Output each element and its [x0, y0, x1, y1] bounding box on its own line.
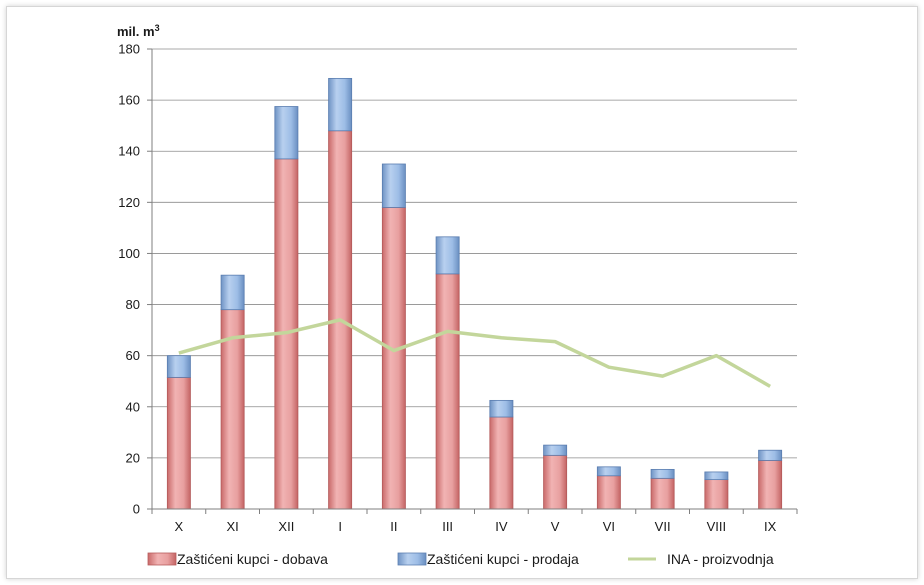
legend-label-dobava: Zaštićeni kupci - dobava: [177, 551, 328, 567]
x-tick-label-VI: VI: [603, 519, 615, 534]
bar-dobava-IX: [758, 460, 783, 510]
y-unit-label: mil. m3: [117, 23, 160, 39]
y-tick-label-160: 160: [118, 93, 140, 108]
bar-prodaja-II: [381, 163, 406, 208]
x-tick-label-IX: IX: [764, 519, 777, 534]
bar-dobava-IV: [489, 416, 514, 510]
bar-dobava-VIII: [704, 479, 729, 510]
bar-dobava-X: [166, 376, 191, 510]
legend-swatch-dobava: [147, 552, 177, 566]
gridlines: [152, 48, 797, 459]
line-series: [178, 318, 771, 388]
bar-dobava-VII: [650, 477, 675, 510]
legend-label-ina: INA - proizvodnja: [667, 551, 774, 567]
bar-dobava-VI: [596, 475, 621, 510]
bar-dobava-V: [543, 454, 568, 510]
y-tick-label-100: 100: [118, 246, 140, 261]
bar-prodaja-XI: [220, 274, 245, 311]
legend-item-prodaja: Zaštićeni kupci - prodaja: [397, 551, 579, 567]
y-tick-label-40: 40: [126, 399, 140, 414]
bar-prodaja-VII: [650, 468, 675, 479]
y-tick-label-20: 20: [126, 450, 140, 465]
x-tick-label-III: III: [442, 519, 453, 534]
x-tick-label-V: V: [551, 519, 560, 534]
x-tick-label-XI: XI: [226, 519, 238, 534]
bar-dobava-III: [435, 273, 460, 510]
x-axis: X XI XII I II III IV V VI VII VIII IX: [151, 508, 798, 534]
bar-prodaja-III: [435, 236, 460, 275]
y-tick-label-80: 80: [126, 297, 140, 312]
bar-prodaja-IV: [489, 399, 514, 418]
x-tick-label-II: II: [390, 519, 397, 534]
x-tick-label-XII: XII: [278, 519, 294, 534]
legend-item-ina: INA - proizvodnja: [628, 551, 774, 567]
y-tick-label-0: 0: [133, 502, 140, 517]
bar-prodaja-I: [328, 77, 353, 132]
bar-prodaja-XII: [274, 106, 299, 160]
bar-prodaja-VI: [596, 466, 621, 477]
bars: [166, 77, 783, 510]
legend-item-dobava: Zaštićeni kupci - dobava: [147, 551, 328, 567]
bar-prodaja-VIII: [704, 471, 729, 481]
y-axis: 0 20 40 60 80 100 120 140 160 180: [118, 42, 153, 517]
bar-prodaja-IX: [758, 449, 783, 461]
bar-dobava-II: [381, 207, 406, 510]
y-tick-label-60: 60: [126, 348, 140, 363]
x-tick-label-VII: VII: [655, 519, 671, 534]
bar-prodaja-X: [166, 355, 191, 378]
legend-label-prodaja: Zaštićeni kupci - prodaja: [427, 551, 579, 567]
legend-swatch-prodaja: [397, 552, 427, 566]
bar-prodaja-V: [543, 444, 568, 456]
x-tick-label-I: I: [338, 519, 342, 534]
legend: Zaštićeni kupci - dobava Zaštićeni kupci…: [147, 551, 774, 567]
x-tick-label-VIII: VIII: [707, 519, 727, 534]
x-tick-label-IV: IV: [495, 519, 508, 534]
line-ina-proizvodnja: [178, 318, 771, 388]
y-tick-label-140: 140: [118, 144, 140, 159]
y-tick-label-180: 180: [118, 42, 140, 57]
x-tick-label-X: X: [175, 519, 184, 534]
y-tick-label-120: 120: [118, 195, 140, 210]
